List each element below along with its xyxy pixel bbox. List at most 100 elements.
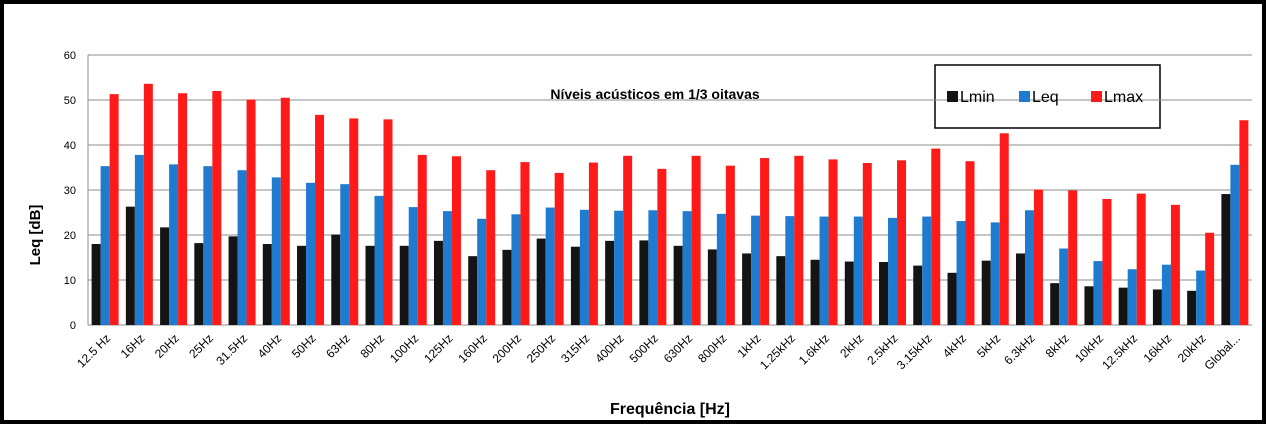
bar [451,156,461,325]
bar [374,195,384,325]
bar [1118,287,1128,325]
legend-label: Lmax [1104,89,1143,106]
bar [315,114,325,325]
legend-box [934,64,1161,129]
bar [657,168,667,325]
bar [383,119,393,325]
bar [819,216,829,325]
bar [1015,253,1025,325]
bar [212,91,222,325]
bar [956,221,966,325]
bar [442,211,452,325]
bar [306,182,316,325]
bar [134,154,144,325]
bar [828,159,838,325]
bar [545,207,555,325]
bar [1152,289,1162,325]
bar [1050,283,1060,325]
bar [862,163,872,325]
bar [1033,189,1043,325]
bar [228,236,238,325]
bar [776,256,786,325]
bar [365,245,375,325]
bar [331,234,341,325]
bar [194,243,204,325]
bar [1127,269,1137,325]
bar [931,148,941,325]
y-tick-label: 50 [64,95,76,107]
bar [203,166,213,325]
bar [742,253,752,325]
bar [947,272,957,325]
bar [143,83,153,325]
bar [408,207,418,325]
y-tick-label: 30 [64,185,76,197]
bar [879,262,889,325]
bar [399,245,409,325]
bar [588,162,598,325]
bar [502,249,512,325]
bar [169,164,179,325]
bar [707,249,717,325]
bar [639,240,649,325]
bar [1196,270,1206,325]
bar [1102,199,1112,325]
bar [511,214,521,325]
bar [760,158,770,325]
bar [691,155,701,325]
bar [614,210,624,325]
bar [570,246,580,325]
bar [100,166,110,325]
bar [109,94,119,326]
bar [1221,194,1231,325]
bar [1093,261,1103,325]
bar [965,161,975,325]
legend-swatch [1019,91,1030,102]
bar [990,222,1000,325]
bar [536,238,546,325]
bar [160,227,170,325]
bar [340,184,350,325]
bar [1170,204,1180,325]
bar [981,260,991,325]
bar [246,99,256,325]
bar [1205,232,1215,325]
bar [648,210,658,325]
bar [297,245,307,325]
bar [1084,286,1094,325]
bar [1161,264,1171,325]
y-axis-label: Leq [dB] [27,205,44,266]
bar [897,160,907,325]
bar [280,97,290,325]
bar [237,170,247,325]
legend-label: Leq [1032,89,1059,106]
bar [125,206,135,325]
bar [785,216,795,325]
legend-swatch [1091,91,1102,102]
bar [579,209,589,325]
y-tick-label: 20 [64,230,76,242]
bar [810,259,820,325]
bar [1230,164,1240,325]
bar [1187,290,1197,325]
bar [853,216,863,325]
bar [1024,210,1034,325]
chart-title: Níveis acústicos em 1/3 oitavas [550,86,760,102]
bar [417,154,427,325]
legend-label: Lmin [960,89,995,106]
bar [1068,190,1078,325]
bar [999,133,1009,325]
bar [477,218,487,325]
bar [605,240,615,325]
bar [262,244,272,325]
bar [682,211,692,325]
legend-swatch [947,91,958,102]
bar [1059,248,1069,325]
y-tick-label: 40 [64,140,76,152]
bar [486,170,496,325]
bar [433,240,443,325]
bar [349,118,359,325]
bar [623,155,633,325]
bar [468,256,478,325]
